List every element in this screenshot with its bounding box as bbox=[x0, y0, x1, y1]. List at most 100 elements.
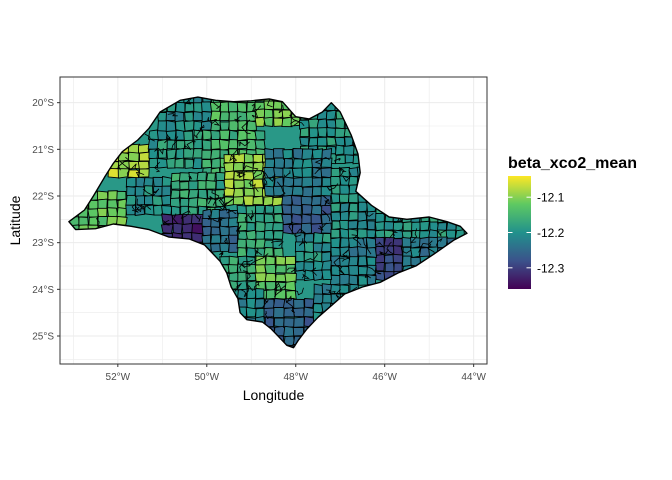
state-outline bbox=[68, 96, 468, 349]
municipality-polygon bbox=[255, 205, 266, 214]
municipality-polygon bbox=[127, 169, 140, 179]
panel-border bbox=[59, 76, 488, 365]
municipality-polygon bbox=[169, 197, 181, 208]
municipality-polygon bbox=[299, 127, 310, 138]
municipality-polygon bbox=[179, 180, 191, 190]
municipality-polygon bbox=[232, 187, 245, 198]
municipality-polygon bbox=[285, 290, 297, 300]
municipality-polygon bbox=[87, 208, 99, 218]
municipality-border bbox=[341, 170, 352, 182]
municipality-polygon bbox=[374, 236, 385, 248]
municipality-polygon bbox=[330, 228, 341, 239]
municipality-polygon bbox=[284, 280, 297, 292]
y-tick-label: 22°S bbox=[32, 192, 54, 203]
municipality-polygon bbox=[263, 247, 274, 257]
municipality-polygon bbox=[348, 274, 359, 286]
municipality-polygon bbox=[303, 241, 315, 254]
municipality-border bbox=[265, 172, 276, 182]
municipality-polygon bbox=[330, 274, 341, 286]
municipality-border bbox=[338, 166, 347, 177]
municipality-polygon bbox=[320, 157, 333, 168]
municipality-polygon bbox=[227, 101, 239, 114]
municipality-polygon bbox=[334, 136, 346, 148]
municipality-polygon bbox=[330, 175, 341, 186]
municipality-border bbox=[135, 171, 145, 178]
municipality-polygon bbox=[282, 149, 293, 160]
municipality-polygon bbox=[301, 148, 314, 160]
y-tick-label: 20°S bbox=[32, 98, 54, 109]
municipality-border bbox=[207, 214, 212, 221]
municipality-polygon bbox=[236, 204, 248, 214]
municipality-polygon bbox=[219, 111, 230, 122]
municipality-polygon bbox=[301, 176, 314, 188]
municipality-border bbox=[374, 241, 386, 249]
municipality-border bbox=[249, 210, 254, 219]
municipality-polygon bbox=[339, 284, 350, 294]
municipality-polygon bbox=[144, 195, 154, 206]
municipality-border bbox=[389, 229, 399, 239]
municipality-polygon bbox=[312, 269, 324, 281]
municipality-border bbox=[180, 210, 191, 219]
municipality-border bbox=[193, 129, 202, 139]
municipality-polygon bbox=[201, 139, 212, 151]
municipality-polygon bbox=[393, 262, 403, 273]
municipality-polygon bbox=[348, 265, 359, 277]
municipality-border bbox=[164, 133, 171, 144]
municipality-border bbox=[284, 170, 291, 178]
municipality-border bbox=[188, 175, 193, 180]
municipality-polygon bbox=[255, 288, 265, 300]
municipality-border bbox=[400, 246, 412, 254]
municipality-polygon bbox=[126, 186, 136, 197]
municipality-polygon bbox=[375, 212, 385, 223]
municipality-polygon bbox=[272, 222, 284, 232]
municipality-border bbox=[212, 216, 223, 223]
municipality-polygon bbox=[210, 234, 222, 244]
municipality-polygon bbox=[138, 168, 150, 178]
municipality-polygon bbox=[246, 120, 257, 132]
municipality-polygon bbox=[321, 233, 332, 244]
legend-title: beta_xco2_mean bbox=[508, 155, 637, 172]
municipality-polygon bbox=[383, 221, 395, 231]
municipality-polygon bbox=[273, 204, 284, 214]
municipality-polygon bbox=[211, 157, 221, 169]
municipality-polygon bbox=[219, 225, 230, 237]
y-axis-title: Latitude bbox=[7, 195, 23, 245]
municipality-polygon bbox=[184, 111, 195, 123]
municipality-polygon bbox=[184, 158, 195, 169]
municipality-polygon bbox=[116, 207, 127, 218]
municipality-polygon bbox=[201, 234, 212, 245]
municipality-border bbox=[131, 203, 143, 211]
municipality-polygon bbox=[148, 148, 159, 160]
municipality-polygon bbox=[202, 129, 213, 141]
municipality-polygon bbox=[191, 223, 204, 235]
municipality-polygon bbox=[215, 179, 226, 190]
municipality-polygon bbox=[340, 237, 350, 248]
municipality-border bbox=[184, 140, 196, 151]
legend-label: -12.1 bbox=[537, 191, 565, 205]
municipality-polygon bbox=[252, 153, 264, 164]
municipality-polygon bbox=[175, 120, 186, 133]
municipality-border bbox=[367, 266, 382, 275]
municipality-border bbox=[251, 105, 262, 118]
municipality-polygon bbox=[237, 221, 248, 232]
municipality-border bbox=[322, 210, 331, 222]
municipality-border bbox=[361, 237, 372, 255]
municipality-polygon bbox=[313, 283, 323, 296]
municipality-polygon bbox=[254, 116, 266, 127]
municipality-border bbox=[274, 282, 282, 292]
municipality-polygon bbox=[210, 119, 221, 133]
municipality-polygon bbox=[233, 179, 246, 190]
municipality-polygon bbox=[166, 157, 177, 169]
municipality-polygon bbox=[284, 272, 297, 284]
municipality-polygon bbox=[303, 306, 315, 318]
municipality-polygon bbox=[273, 306, 286, 319]
municipality-border bbox=[253, 281, 260, 291]
x-axis-title: Longitude bbox=[243, 387, 305, 403]
municipality-border bbox=[318, 222, 327, 231]
municipality-polygon bbox=[334, 144, 346, 156]
municipality-polygon bbox=[273, 167, 285, 178]
municipality-polygon bbox=[320, 205, 333, 216]
x-tick-label: 52°W bbox=[106, 372, 131, 383]
municipality-polygon bbox=[264, 213, 275, 224]
municipality-polygon bbox=[218, 208, 230, 219]
